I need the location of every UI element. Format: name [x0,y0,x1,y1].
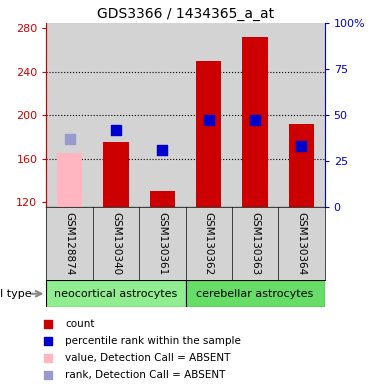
Text: cerebellar astrocytes: cerebellar astrocytes [196,289,314,299]
Bar [196,61,221,207]
Point [67,136,73,142]
Bar [57,153,82,207]
Bar [289,124,314,207]
Point [252,116,258,122]
Bar [46,280,186,307]
Text: GSM130362: GSM130362 [204,212,214,275]
Text: percentile rank within the sample: percentile rank within the sample [65,336,241,346]
Point [206,116,211,122]
Text: cell type: cell type [0,289,32,299]
Point [45,355,51,361]
Bar [242,37,268,207]
Point [45,338,51,344]
Point [160,147,165,153]
Text: GSM130340: GSM130340 [111,212,121,275]
Text: GSM130363: GSM130363 [250,212,260,275]
Text: rank, Detection Call = ABSENT: rank, Detection Call = ABSENT [65,370,226,381]
Point [45,372,51,379]
Text: GSM130361: GSM130361 [157,212,167,275]
Text: count: count [65,318,95,329]
Text: value, Detection Call = ABSENT: value, Detection Call = ABSENT [65,353,231,363]
Point [298,142,304,149]
Point [113,127,119,134]
Text: neocortical astrocytes: neocortical astrocytes [54,289,178,299]
Point [45,320,51,326]
Text: GSM128874: GSM128874 [65,212,75,276]
Bar [186,280,325,307]
Bar [103,142,129,207]
Title: GDS3366 / 1434365_a_at: GDS3366 / 1434365_a_at [97,7,274,21]
Text: GSM130364: GSM130364 [296,212,306,275]
Bar [150,191,175,207]
